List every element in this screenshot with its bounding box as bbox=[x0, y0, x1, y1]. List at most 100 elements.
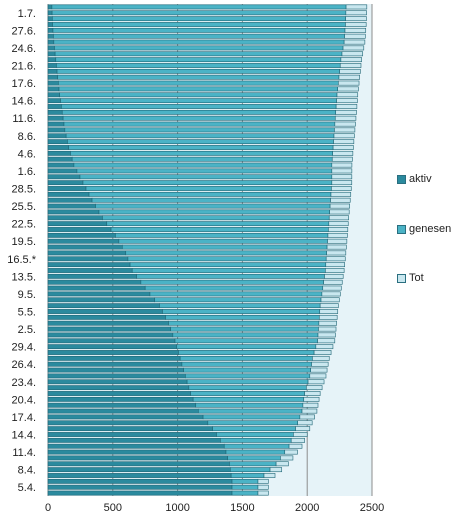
bar-Tot bbox=[334, 115, 357, 121]
bar-aktiv bbox=[47, 256, 129, 262]
y-tick-label: 23.4. bbox=[12, 377, 36, 389]
bar-genesen bbox=[159, 303, 321, 309]
bar-genesen bbox=[57, 74, 340, 80]
bar-genesen bbox=[229, 461, 277, 467]
x-axis-labels: 0 500 1000 1500 2000 2500 bbox=[45, 502, 384, 514]
bar-aktiv bbox=[47, 490, 233, 496]
bar-genesen bbox=[136, 273, 325, 279]
y-tick-label: 11.4. bbox=[12, 447, 36, 459]
bar-genesen bbox=[186, 379, 309, 385]
x-tick-label: 1000 bbox=[165, 502, 189, 514]
bar-aktiv bbox=[47, 209, 100, 215]
bar-genesen bbox=[127, 256, 327, 262]
bar-aktiv bbox=[47, 461, 230, 467]
bar-Tot bbox=[315, 344, 334, 350]
legend-swatch-tot bbox=[397, 273, 406, 283]
bar-Tot bbox=[317, 332, 336, 338]
bar-genesen bbox=[70, 150, 333, 156]
bar-genesen bbox=[198, 408, 303, 414]
bar-genesen bbox=[192, 396, 305, 402]
bar-Tot bbox=[344, 27, 367, 33]
y-tick-label: 21.6. bbox=[12, 61, 36, 73]
y-tick-label: 8.6. bbox=[18, 131, 36, 143]
bar-Tot bbox=[330, 197, 351, 203]
bar-aktiv bbox=[47, 51, 56, 57]
bar-aktiv bbox=[47, 191, 90, 197]
bar-aktiv bbox=[47, 227, 112, 232]
bar-Tot bbox=[331, 162, 353, 168]
bar-aktiv bbox=[47, 467, 231, 473]
bar-genesen bbox=[140, 279, 324, 285]
bar-aktiv bbox=[47, 396, 194, 402]
bar-aktiv bbox=[47, 180, 84, 186]
bar-Tot bbox=[333, 139, 355, 145]
bar-genesen bbox=[115, 232, 329, 238]
bar-aktiv bbox=[47, 33, 54, 39]
bar-Tot bbox=[333, 133, 355, 139]
bar-genesen bbox=[230, 467, 271, 473]
bar-aktiv bbox=[47, 22, 53, 27]
bar-genesen bbox=[62, 115, 336, 121]
bar-aktiv bbox=[47, 332, 174, 338]
bar-genesen bbox=[52, 27, 346, 33]
bar-aktiv bbox=[47, 139, 68, 145]
bar-Tot bbox=[338, 80, 360, 86]
bar-genesen bbox=[190, 391, 305, 396]
bar-genesen bbox=[179, 355, 313, 361]
bar-aktiv bbox=[47, 391, 191, 396]
bar-aktiv bbox=[47, 68, 58, 74]
bar-aktiv bbox=[47, 121, 65, 127]
bar-aktiv bbox=[47, 57, 57, 63]
x-tick-label: 2000 bbox=[295, 502, 319, 514]
bar-Tot bbox=[325, 256, 346, 262]
bar-genesen bbox=[231, 484, 259, 490]
bar-aktiv bbox=[47, 197, 93, 203]
bar-genesen bbox=[51, 4, 347, 10]
bar-genesen bbox=[231, 478, 259, 484]
x-tick-label: 1500 bbox=[230, 502, 254, 514]
bar-aktiv bbox=[47, 484, 233, 490]
bar-Tot bbox=[295, 426, 311, 432]
legend: aktiv genesen Tot bbox=[397, 0, 461, 517]
bar-Tot bbox=[290, 437, 305, 443]
bar-aktiv bbox=[47, 449, 227, 455]
bar-Tot bbox=[319, 309, 339, 314]
bar-genesen bbox=[53, 33, 345, 39]
y-tick-label: 16.5.* bbox=[7, 254, 36, 266]
bar-aktiv bbox=[47, 320, 169, 326]
bar-Tot bbox=[326, 250, 347, 256]
bar-aktiv bbox=[47, 98, 61, 104]
bar-genesen bbox=[227, 455, 281, 461]
bar-Tot bbox=[328, 227, 349, 232]
bar-genesen bbox=[68, 145, 334, 150]
bar-genesen bbox=[178, 350, 315, 355]
y-tick-label: 14.4. bbox=[12, 430, 36, 442]
bar-Tot bbox=[343, 39, 366, 45]
bar-aktiv bbox=[47, 285, 146, 291]
bar-aktiv bbox=[47, 478, 233, 484]
bar-aktiv bbox=[47, 373, 186, 379]
bar-Tot bbox=[303, 396, 320, 402]
bar-aktiv bbox=[47, 279, 142, 285]
bar-genesen bbox=[162, 309, 321, 314]
bar-aktiv bbox=[47, 86, 60, 92]
y-tick-label: 20.4. bbox=[12, 394, 36, 406]
bar-Tot bbox=[332, 150, 354, 156]
y-tick-label: 1.7. bbox=[18, 8, 36, 20]
bar-aktiv bbox=[47, 221, 108, 227]
bar-Tot bbox=[327, 232, 348, 238]
y-tick-label: 26.4. bbox=[12, 359, 36, 371]
y-tick-label: 19.5. bbox=[12, 236, 36, 248]
bar-aktiv bbox=[47, 250, 127, 256]
bar-genesen bbox=[174, 338, 318, 344]
bar-aktiv bbox=[47, 4, 53, 10]
bar-genesen bbox=[67, 139, 334, 145]
bar-Tot bbox=[342, 45, 365, 51]
bar-genesen bbox=[51, 10, 347, 16]
bar-aktiv bbox=[47, 262, 131, 268]
bar-Tot bbox=[318, 326, 337, 332]
bar-genesen bbox=[56, 68, 340, 74]
legend-swatch-genesen bbox=[397, 224, 406, 234]
bar-aktiv bbox=[47, 309, 163, 314]
bar-Tot bbox=[329, 203, 351, 209]
